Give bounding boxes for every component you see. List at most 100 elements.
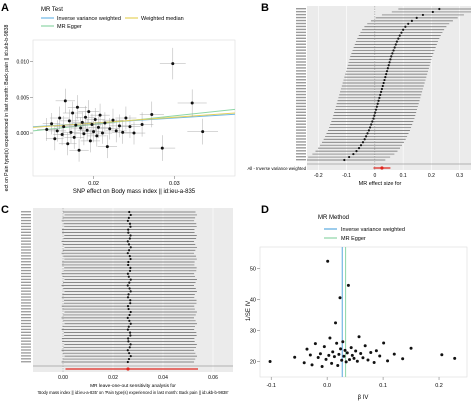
snp-label-c <box>21 240 31 242</box>
estimate-point-c <box>127 263 130 267</box>
snp-label-c <box>21 252 31 254</box>
estimate-point-b <box>368 126 372 129</box>
snp-point-a <box>58 116 62 120</box>
summary-point-b <box>380 166 384 170</box>
estimate-point-c <box>129 257 132 261</box>
snp-label-c <box>21 258 31 260</box>
estimate-point-b <box>394 43 397 46</box>
x-tick-label-c: 0.06 <box>208 375 218 381</box>
snp-label-b <box>296 132 306 134</box>
estimate-point-b <box>398 34 401 37</box>
snp-label-c <box>21 255 31 257</box>
estimate-point-b <box>395 40 399 43</box>
snp-point-d <box>401 357 405 361</box>
snp-point-d <box>354 349 358 353</box>
estimate-point-c <box>127 228 130 231</box>
estimate-point-b <box>386 67 389 70</box>
estimate-point-b <box>397 37 400 40</box>
snp-label-b <box>296 79 306 81</box>
snp-point-d <box>366 358 370 362</box>
snp-label-c <box>21 340 31 342</box>
snp-point-d <box>336 364 340 368</box>
snp-label-c <box>21 272 31 275</box>
estimate-point-b <box>431 10 434 14</box>
snp-label-c <box>21 290 31 292</box>
regression-line-a <box>32 112 236 128</box>
estimate-point-c <box>127 293 130 296</box>
snp-point-d <box>341 340 345 344</box>
snp-point-a <box>98 113 102 117</box>
snp-label-b <box>296 111 306 114</box>
snp-label-c <box>21 222 31 225</box>
snp-label-b <box>296 102 306 105</box>
snp-label-b <box>296 129 306 131</box>
snp-label-b <box>296 31 306 34</box>
snp-label-b <box>296 120 306 122</box>
snp-point-a <box>171 62 175 66</box>
estimate-point-b <box>366 132 369 135</box>
x-tick-label-b: -0.2 <box>314 173 323 179</box>
snp-point-a <box>117 124 121 128</box>
snp-label-c <box>21 316 31 319</box>
snp-label-b <box>296 61 306 63</box>
estimate-point-b <box>391 52 394 55</box>
plot-area-d <box>259 246 468 378</box>
panel-b: -0.2 -0.1 0 0.1 0.2 0.3 All - Inverse varianc… <box>247 6 471 187</box>
snp-label-c <box>21 228 31 231</box>
snp-point-d <box>310 363 314 367</box>
snp-point-d <box>369 351 373 355</box>
estimate-point-b <box>374 111 377 114</box>
snp-point-d <box>350 353 354 357</box>
snp-label-b <box>296 28 306 31</box>
estimate-point-b <box>381 84 384 88</box>
snp-label-c <box>21 246 31 248</box>
snp-point-d <box>318 352 322 356</box>
snp-point-d <box>361 356 365 360</box>
y-tick-label-d: 50 <box>250 267 256 273</box>
snp-point-d <box>378 354 382 358</box>
snp-point-d <box>332 355 336 359</box>
estimate-point-c <box>129 234 132 237</box>
snp-label-c <box>21 358 31 360</box>
snp-point-a <box>90 122 94 126</box>
snp-label-c <box>21 278 31 281</box>
legend-a-entry-ivw: Inverse variance weighted <box>57 16 121 22</box>
snp-label-b <box>296 99 306 102</box>
snp-label-c <box>21 355 31 357</box>
snp-point-a <box>84 115 88 119</box>
x-axis-label-c: MR leave-one-out sensitivity analysis fo… <box>90 383 176 389</box>
estimate-point-b <box>376 102 379 105</box>
snp-label-b <box>296 82 306 84</box>
panel-label-a: A <box>1 2 9 14</box>
snp-point-d <box>302 361 306 365</box>
snp-label-b <box>296 22 306 25</box>
snp-point-a <box>77 148 81 152</box>
estimate-point-c <box>129 266 132 269</box>
snp-point-a <box>95 134 99 138</box>
x-tick-label-d: -0.1 <box>266 383 275 389</box>
estimate-point-c <box>127 243 131 246</box>
summary-label-b: All - Inverse variance weighted <box>247 166 306 171</box>
estimate-point-b <box>361 141 365 144</box>
snp-point-d <box>337 352 341 356</box>
snp-point-d <box>320 364 324 368</box>
snp-point-a <box>124 116 128 120</box>
estimate-point-b <box>407 22 410 25</box>
x-tick-label-d: 0.0 <box>323 383 331 389</box>
snp-label-b <box>296 153 306 155</box>
estimate-point-b <box>375 105 378 108</box>
y-tick-label-d: 20 <box>250 360 256 366</box>
snp-label-c <box>21 269 31 272</box>
snp-point-d <box>331 350 335 354</box>
snp-label-b <box>296 108 306 111</box>
snp-point-d <box>453 356 457 360</box>
estimate-point-c <box>129 343 132 346</box>
snp-point-a <box>105 145 109 149</box>
snp-point-a <box>60 132 64 136</box>
snp-label-c <box>21 325 31 328</box>
estimate-point-c <box>128 237 131 240</box>
snp-label-b <box>296 10 306 13</box>
snp-point-a <box>100 131 104 135</box>
snp-point-d <box>344 360 348 364</box>
snp-point-a <box>132 131 136 135</box>
